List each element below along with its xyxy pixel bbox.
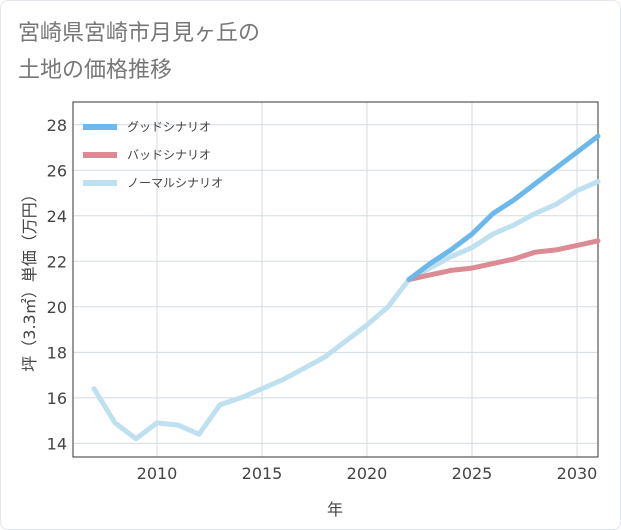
x-tick-label: 2010 [137, 464, 178, 483]
y-tick-label: 24 [47, 207, 67, 226]
y-tick-label: 20 [47, 298, 67, 317]
y-tick-label: 26 [47, 161, 67, 180]
chart-title: 宮崎県宮崎市月見ヶ丘の 土地の価格推移 [18, 15, 260, 89]
y-tick-label: 14 [47, 434, 67, 453]
plot-area-frame [72, 101, 599, 458]
x-tick-label: 2030 [557, 464, 598, 483]
series-line-2 [91, 179, 601, 442]
legend-label-1: バッドシナリオ [127, 148, 211, 162]
y-tick-label: 16 [47, 389, 67, 408]
x-tick-label: 2015 [242, 464, 283, 483]
chart-title-line-2: 土地の価格推移 [18, 58, 173, 83]
y-tick-label: 22 [47, 252, 67, 271]
legend-label-0: グッドシナリオ [127, 120, 211, 134]
series-lines [91, 133, 601, 442]
series-line-1 [406, 238, 601, 282]
grid-lines [73, 102, 598, 457]
legend-label-2: ノーマルシナリオ [127, 176, 223, 190]
x-axis-ticks: 2010 2015 2020 2025 2030 [137, 464, 598, 483]
x-tick-label: 2025 [452, 464, 493, 483]
y-tick-label: 28 [47, 116, 67, 135]
series-line-0 [406, 133, 601, 282]
x-axis-title: 年 [327, 500, 343, 519]
chart-title-line-1: 宮崎県宮崎市月見ヶ丘の [18, 21, 261, 46]
y-axis-ticks: 14 16 18 20 22 24 26 28 [47, 116, 67, 454]
y-axis-title: 坪（3.3㎡）単価（万円） [20, 186, 39, 371]
x-tick-label: 2020 [347, 464, 388, 483]
y-tick-label: 18 [47, 343, 67, 362]
